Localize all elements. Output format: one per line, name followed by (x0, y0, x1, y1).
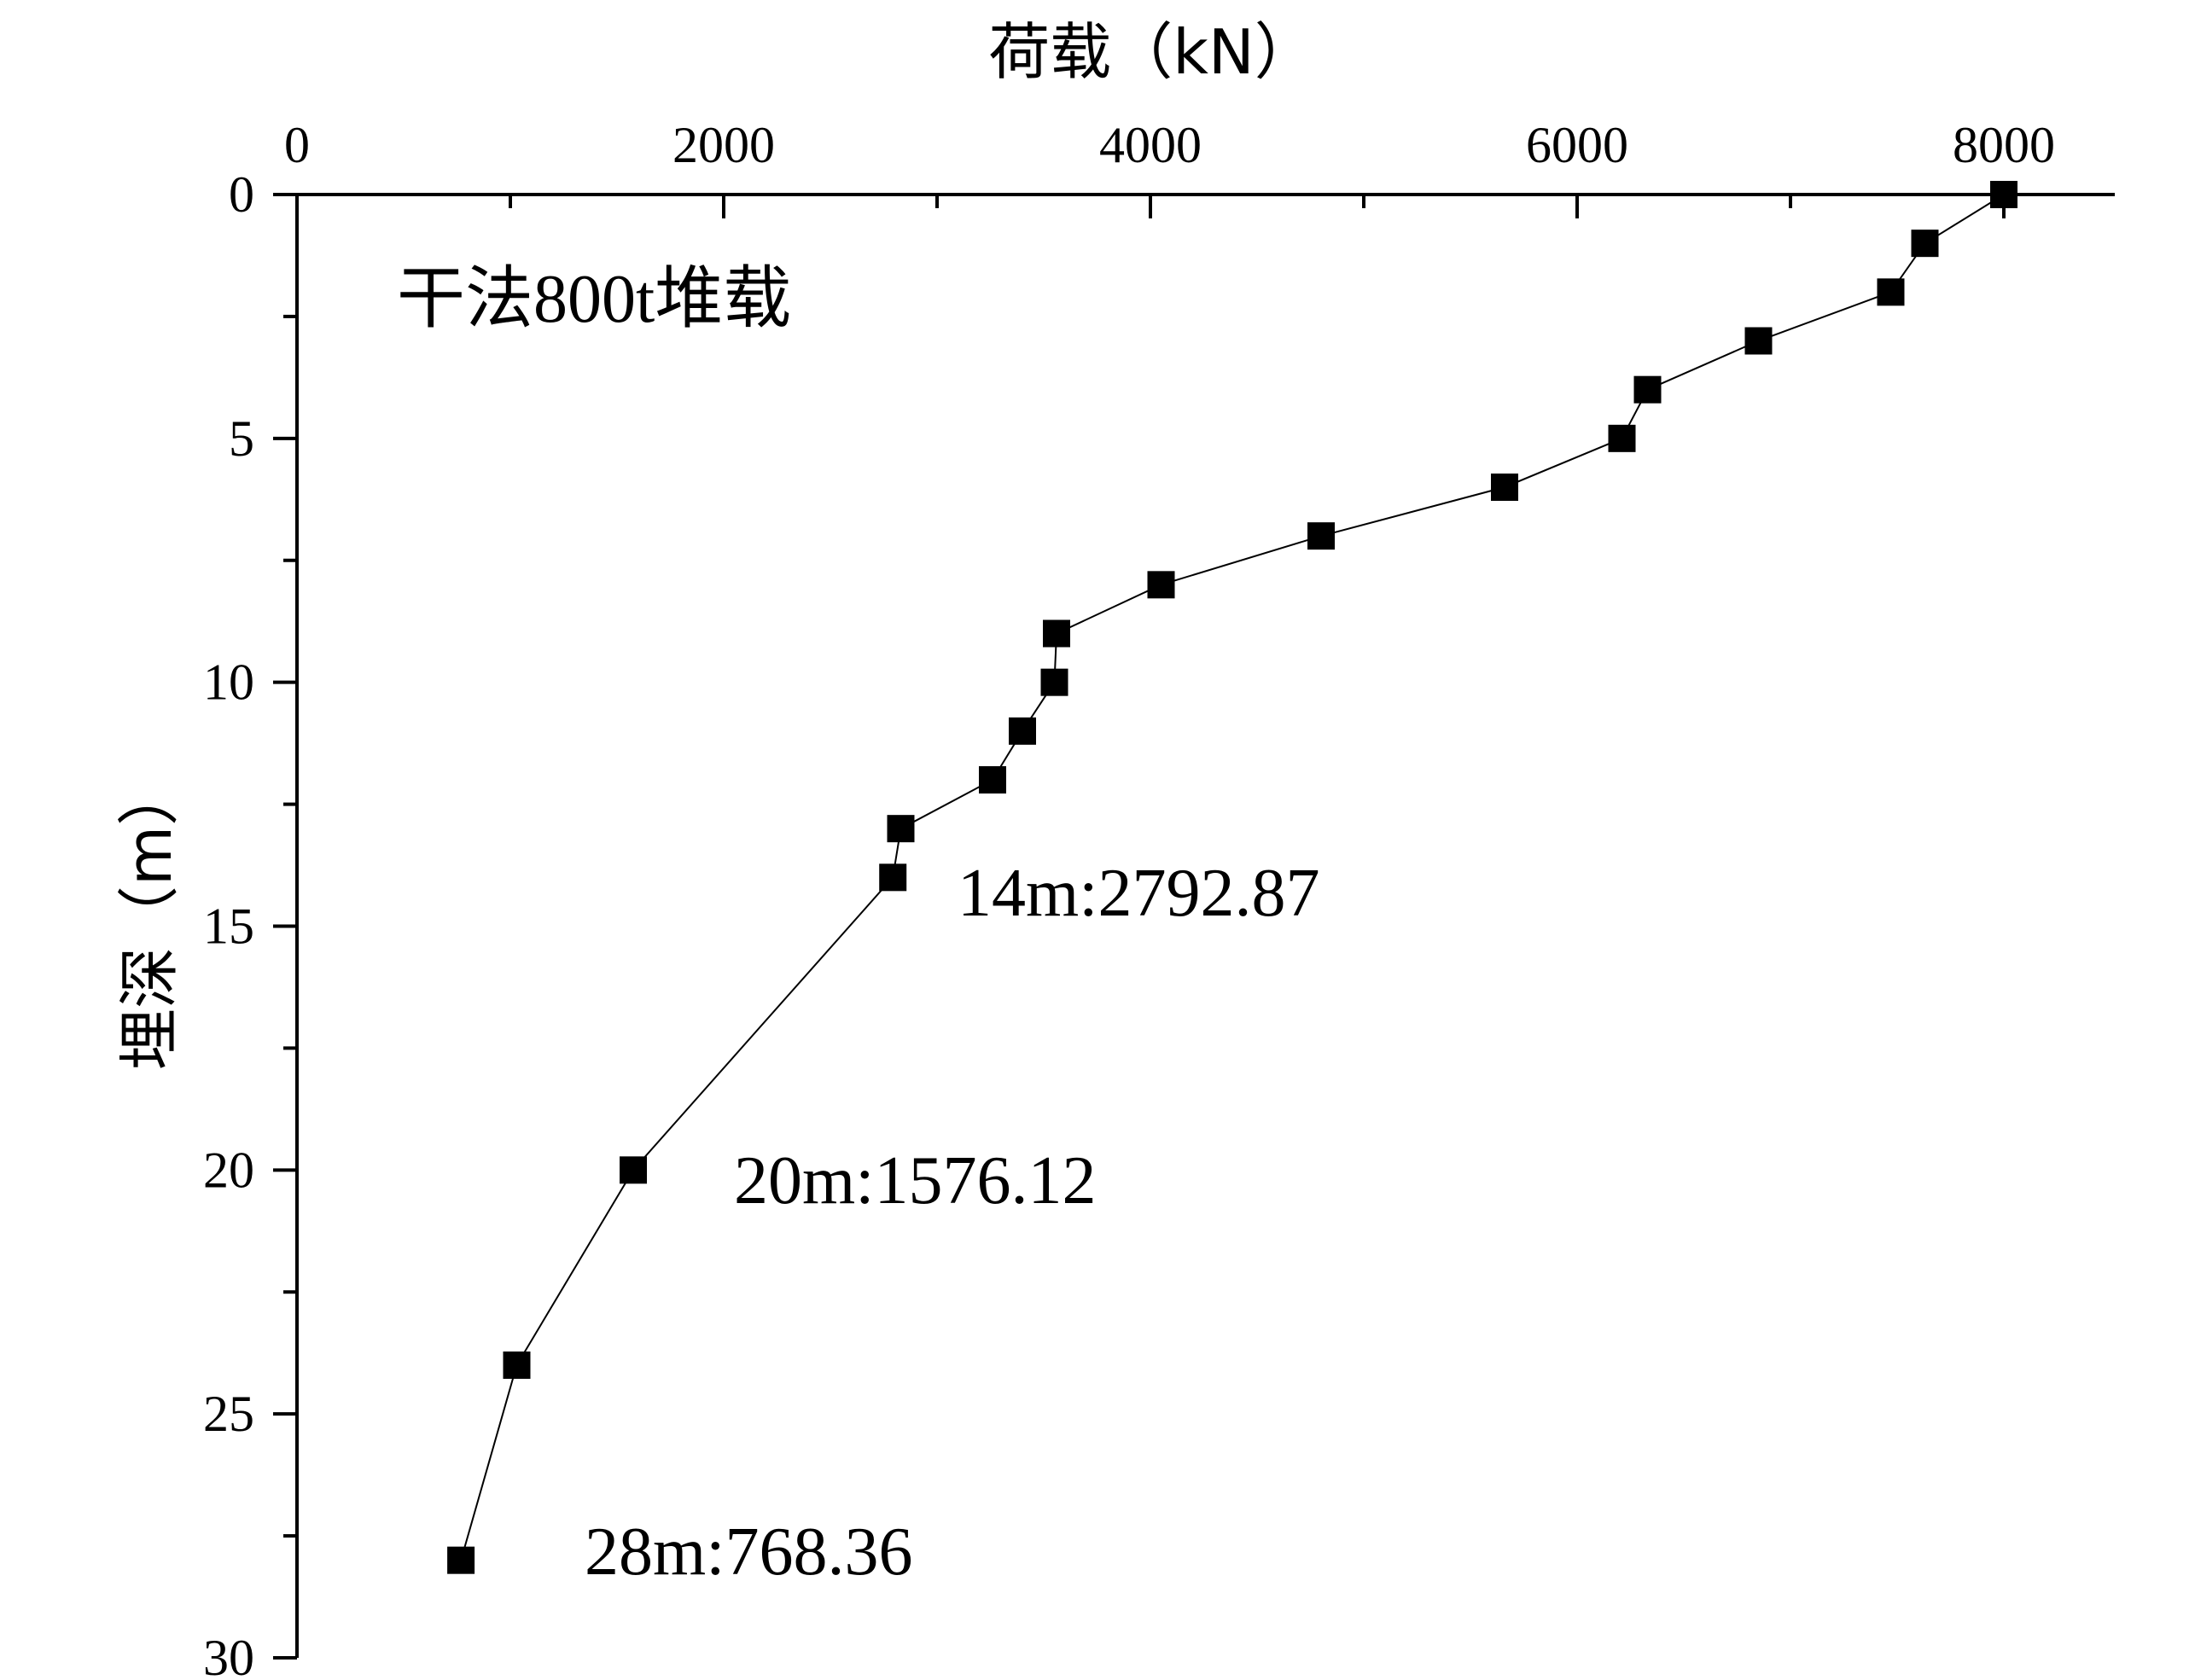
y-tick-label: 20 (203, 1142, 254, 1198)
x-axis-title: 荷载（kN） (988, 16, 1316, 88)
y-tick-label: 10 (203, 654, 254, 711)
y-axis-title: 埋深（m） (114, 764, 185, 1070)
data-point-marker (1608, 424, 1636, 452)
x-tick-label: 4000 (1099, 117, 1202, 173)
x-tick-label: 8000 (1953, 117, 2055, 173)
y-tick-label: 15 (203, 898, 254, 955)
x-tick-label: 2000 (672, 117, 775, 173)
series-line (460, 194, 2005, 1561)
y-tick-label: 5 (229, 410, 254, 467)
y-tick-label: 25 (203, 1386, 254, 1442)
data-label-20m: 20m:1576.12 (734, 1143, 1096, 1218)
data-point-marker (879, 863, 907, 892)
x-tick-label: 6000 (1526, 117, 1628, 173)
data-point-marker (1040, 668, 1068, 696)
data-point-marker (1147, 571, 1175, 599)
data-point-marker (1009, 717, 1036, 745)
data-label-28m: 28m:768.36 (585, 1514, 912, 1590)
data-point-marker (1491, 474, 1518, 501)
y-tick-label: 30 (203, 1630, 254, 1680)
data-point-marker (1633, 375, 1662, 404)
chart-annotation-condition: 干法800t堆载 (397, 262, 791, 337)
data-point-marker (979, 766, 1006, 793)
y-tick-label: 0 (229, 166, 254, 223)
data-point-marker (447, 1546, 475, 1574)
data-point-marker (620, 1156, 648, 1184)
data-point-marker (503, 1352, 531, 1379)
x-axis-ticks: 0 2000 4000 6000 8000 (284, 117, 2055, 218)
data-point-marker (887, 815, 915, 843)
series-group (447, 181, 2017, 1574)
data-point-marker (1744, 327, 1773, 355)
y-axis-ticks: 0 5 10 15 20 25 30 (203, 166, 297, 1680)
data-point-marker (1043, 619, 1070, 648)
data-point-marker (1877, 278, 1905, 306)
data-label-14m: 14m:2792.87 (958, 856, 1319, 931)
x-tick-label: 0 (284, 117, 310, 173)
data-point-marker (1990, 181, 2017, 208)
data-point-marker (1911, 230, 1939, 258)
data-point-marker (1307, 522, 1335, 550)
